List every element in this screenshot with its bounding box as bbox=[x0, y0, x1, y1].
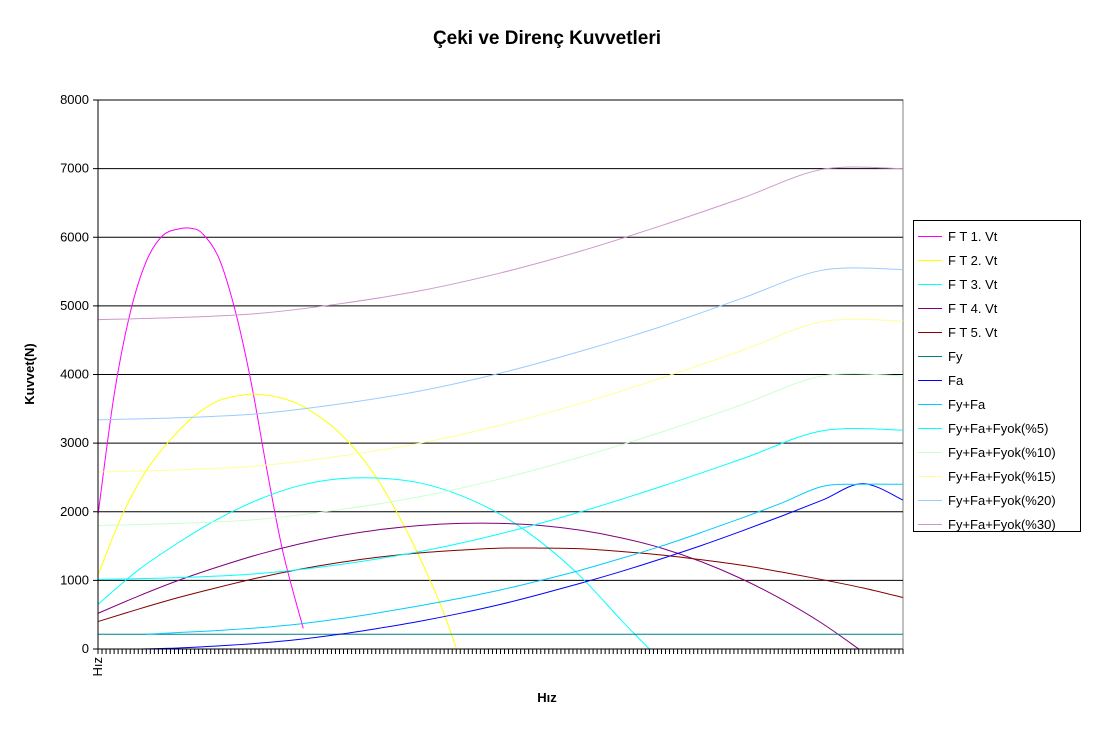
y-tick-label: 8000 bbox=[60, 92, 89, 107]
legend-swatch bbox=[918, 427, 942, 429]
legend-swatch bbox=[918, 379, 942, 381]
legend-label: Fy+Fa+Fyok(%15) bbox=[948, 468, 1056, 484]
legend-swatch bbox=[918, 523, 942, 525]
gridlines bbox=[97, 99, 904, 650]
legend-label: F T 1. Vt bbox=[948, 228, 998, 244]
series-line-8 bbox=[146, 483, 904, 635]
legend-swatch bbox=[918, 499, 942, 501]
legend-label: Fy bbox=[948, 348, 963, 364]
series-line-12 bbox=[97, 267, 904, 421]
legend-label: Fy+Fa+Fyok(%10) bbox=[948, 444, 1056, 460]
legend-swatch bbox=[918, 259, 942, 261]
series-line-11 bbox=[97, 318, 904, 473]
legend-item: Fy+Fa+Fyok(%10) bbox=[918, 440, 1080, 464]
y-axis-label: Kuvvet(N) bbox=[22, 343, 37, 405]
legend-label: F T 2. Vt bbox=[948, 252, 998, 268]
chart-title: Çeki ve Direnç Kuvvetleri bbox=[432, 28, 662, 49]
legend-item: Fy+Fa bbox=[918, 392, 1080, 416]
series-line-3 bbox=[97, 477, 650, 650]
legend-swatch bbox=[918, 403, 942, 405]
legend-label: F T 3. Vt bbox=[948, 276, 998, 292]
series-line-2 bbox=[97, 393, 457, 648]
axes: 0 1000 2000 3000 4000 5000 6000 7000 8000 Hız bbox=[60, 92, 904, 677]
legend-item: Fy+Fa+Fyok(%30) bbox=[918, 512, 1080, 536]
y-tick-label: 6000 bbox=[60, 229, 89, 244]
x-axis-label: Hız bbox=[537, 690, 557, 705]
series-line-5 bbox=[97, 547, 904, 623]
legend-item: F T 5. Vt bbox=[918, 320, 1080, 344]
legend-item: Fy bbox=[918, 344, 1080, 368]
legend-item: F T 1. Vt bbox=[918, 224, 1080, 248]
legend-item: Fy+Fa+Fyok(%15) bbox=[918, 464, 1080, 488]
legend-label: Fy+Fa+Fyok(%20) bbox=[948, 492, 1056, 508]
legend-swatch bbox=[918, 331, 942, 333]
series-line-7 bbox=[138, 483, 904, 650]
legend-item: F T 3. Vt bbox=[918, 272, 1080, 296]
y-tick-label: 5000 bbox=[60, 298, 89, 313]
legend-label: Fy+Fa bbox=[948, 396, 986, 412]
y-tick-label: 3000 bbox=[60, 435, 89, 450]
legend-swatch bbox=[918, 475, 942, 477]
legend-label: Fa bbox=[948, 372, 964, 388]
legend-item: Fa bbox=[918, 368, 1080, 392]
legend-swatch bbox=[918, 235, 942, 237]
legend-swatch bbox=[918, 355, 942, 357]
legend-label: Fy+Fa+Fyok(%30) bbox=[948, 516, 1056, 532]
y-tick-label: 4000 bbox=[60, 367, 89, 382]
legend: F T 1. Vt F T 2. Vt F T 3. Vt F T 4. Vt F T … bbox=[913, 220, 1081, 532]
legend-item: F T 4. Vt bbox=[918, 296, 1080, 320]
legend-label: F T 5. Vt bbox=[948, 324, 998, 340]
legend-label: F T 4. Vt bbox=[948, 300, 998, 316]
series-line-10 bbox=[97, 373, 904, 526]
legend-label: Fy+Fa+Fyok(%5) bbox=[948, 420, 1049, 436]
y-tick-label: 2000 bbox=[60, 504, 89, 519]
legend-item: F T 2. Vt bbox=[918, 248, 1080, 272]
series-line-4 bbox=[97, 522, 860, 650]
legend-item: Fy+Fa+Fyok(%20) bbox=[918, 488, 1080, 512]
series-line-1 bbox=[97, 227, 304, 629]
legend-item: Fy+Fa+Fyok(%5) bbox=[918, 416, 1080, 440]
series-line-13 bbox=[97, 166, 904, 321]
y-tick-label: 0 bbox=[82, 641, 89, 656]
series-line-9 bbox=[97, 427, 904, 580]
legend-swatch bbox=[918, 283, 942, 285]
y-tick-label: 1000 bbox=[60, 572, 89, 587]
legend-swatch bbox=[918, 451, 942, 453]
series-lines bbox=[97, 166, 904, 650]
y-tick-label: 7000 bbox=[60, 161, 89, 176]
x-tick-label: Hız bbox=[90, 657, 105, 677]
legend-swatch bbox=[918, 307, 942, 309]
